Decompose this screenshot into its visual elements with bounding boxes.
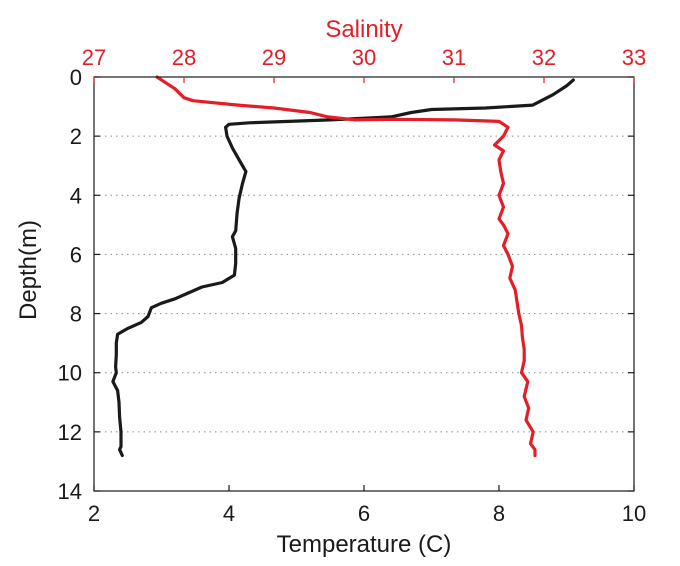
y-tick-label: 0 <box>70 65 82 90</box>
y-axis-title: Depth(m) <box>15 220 42 320</box>
x2-tick-label: 31 <box>442 45 466 70</box>
x-tick-label: 2 <box>88 501 100 526</box>
salinity-line <box>155 75 537 458</box>
x-tick-label: 10 <box>622 501 646 526</box>
y-tick-label: 14 <box>58 479 82 504</box>
x-tick-label: 4 <box>223 501 235 526</box>
x2-tick-label: 30 <box>352 45 376 70</box>
y-tick-label: 6 <box>70 242 82 267</box>
y-tick-label: 12 <box>58 420 82 445</box>
y-tick-label: 10 <box>58 361 82 386</box>
x2-tick-label: 28 <box>172 45 196 70</box>
x2-tick-label: 27 <box>82 45 106 70</box>
y-tick-label: 4 <box>70 183 82 208</box>
ticks <box>93 76 635 492</box>
x2-tick-label: 32 <box>532 45 556 70</box>
series-group <box>111 75 575 458</box>
x2-axis-title: Salinity <box>325 16 402 43</box>
x2-tick-label: 33 <box>622 45 646 70</box>
grid-lines <box>94 135 634 433</box>
x-axis-title: Temperature (C) <box>277 531 452 558</box>
x-tick-label: 8 <box>493 501 505 526</box>
plot-frame <box>93 76 635 492</box>
y-tick-label: 2 <box>70 124 82 149</box>
y-tick-label: 8 <box>70 302 82 327</box>
x-tick-label: 6 <box>358 501 370 526</box>
x2-tick-label: 29 <box>262 45 286 70</box>
